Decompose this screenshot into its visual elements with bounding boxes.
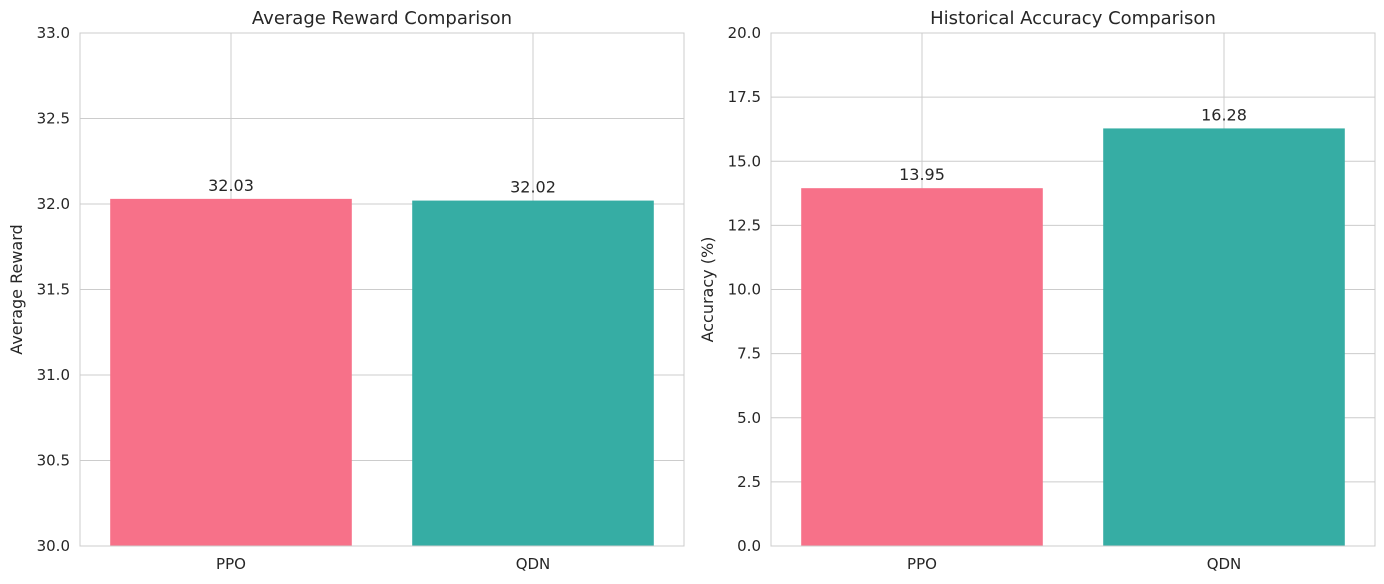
y-tick-label: 20.0 <box>728 24 761 42</box>
y-tick-label: 30.5 <box>37 452 70 470</box>
y-tick-label: 32.0 <box>37 195 70 213</box>
y-tick-label: 5.0 <box>737 409 761 427</box>
bar-qdn <box>412 200 654 546</box>
data-label: 32.02 <box>510 178 556 197</box>
chart-panel-1: 30.0 30.5 31.0 31.5 32.0 32.5 33.0 32.03 PPO 32.0… <box>7 8 685 573</box>
y-tick-label: 7.5 <box>737 345 761 363</box>
chart-title: Average Reward Comparison <box>252 8 512 29</box>
y-tick-label: 0.0 <box>737 537 761 555</box>
y-tick-label: 32.5 <box>37 110 70 128</box>
chart-title: Historical Accuracy Comparison <box>930 8 1216 29</box>
x-tick-label: QDN <box>516 555 551 573</box>
plot-frame <box>79 32 685 547</box>
bar-ppo <box>801 188 1043 546</box>
y-tick-label: 31.5 <box>37 281 70 299</box>
chart-panel-2: 0.0 2.5 5.0 7.5 10.0 12.5 15.0 17.5 20.0 13.95 PPO… <box>698 8 1376 573</box>
plot-frame <box>770 32 1376 547</box>
y-tick-label: 33.0 <box>37 24 70 42</box>
data-label: 13.95 <box>899 165 945 184</box>
y-axis-label: Average Reward <box>7 224 26 354</box>
x-tick-label: QDN <box>1207 555 1242 573</box>
y-tick-label: 15.0 <box>728 152 761 170</box>
y-axis-label: Accuracy (%) <box>698 237 717 343</box>
y-tick-label: 17.5 <box>728 88 761 106</box>
data-label: 16.28 <box>1201 105 1247 124</box>
y-tick-label: 12.5 <box>728 216 761 234</box>
x-tick-label: PPO <box>907 555 937 573</box>
bar-ppo <box>110 198 352 546</box>
x-tick-label: PPO <box>216 555 246 573</box>
data-label: 32.03 <box>208 176 254 195</box>
y-tick-label: 30.0 <box>37 537 70 555</box>
y-tick-label: 10.0 <box>728 281 761 299</box>
bar-qdn <box>1103 128 1345 546</box>
y-tick-label: 2.5 <box>737 473 761 491</box>
y-tick-label: 31.0 <box>37 366 70 384</box>
